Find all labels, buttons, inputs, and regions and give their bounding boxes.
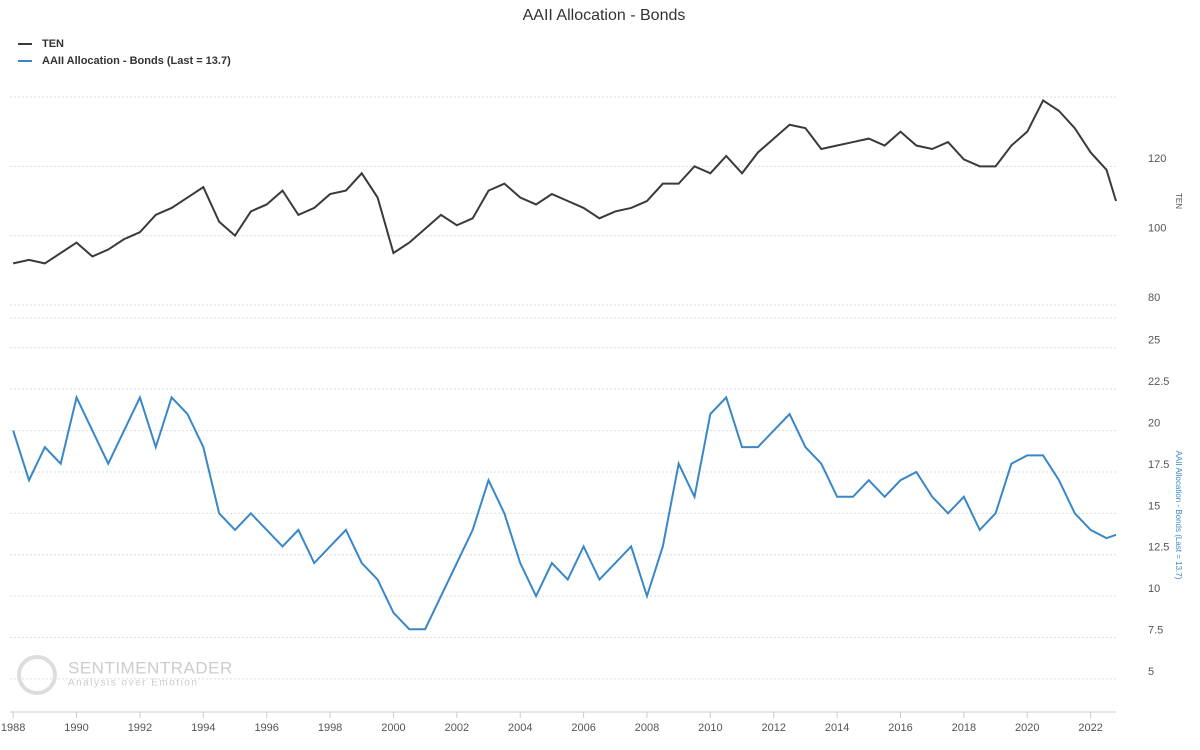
y-tick-label: 100: [1148, 223, 1166, 235]
x-tick-label: 1994: [191, 722, 215, 734]
series-line: [12, 99, 1117, 265]
x-tick-label: 2022: [1078, 722, 1102, 734]
x-tick-label: 1990: [64, 722, 88, 734]
y-tick-label: 20: [1148, 417, 1160, 429]
x-tick-label: 1988: [1, 722, 25, 734]
x-tick-label: 2002: [445, 722, 469, 734]
x-tick-label: 1992: [128, 722, 152, 734]
y-tick-label: 7.5: [1148, 624, 1163, 636]
y-tick-label: 25: [1148, 335, 1160, 347]
x-tick-label: 2012: [761, 722, 785, 734]
series-line: [12, 394, 1117, 631]
axis-label: AAII Allocation - Bonds (Last = 13.7): [1174, 451, 1183, 580]
x-tick-label: 2010: [698, 722, 722, 734]
x-tick-label: 2006: [571, 722, 595, 734]
x-tick-label: 2020: [1015, 722, 1039, 734]
watermark: SENTIMENTRADER: [68, 658, 233, 677]
axis-label: TEN: [1174, 193, 1183, 209]
legend-label: TEN: [42, 38, 64, 50]
y-tick-label: 5: [1148, 666, 1154, 678]
y-tick-label: 17.5: [1148, 459, 1169, 471]
y-tick-label: 80: [1148, 292, 1160, 304]
x-tick-label: 2008: [635, 722, 659, 734]
x-tick-label: 1996: [254, 722, 278, 734]
x-tick-label: 2014: [825, 722, 849, 734]
y-tick-label: 10: [1148, 583, 1160, 595]
x-tick-label: 1998: [318, 722, 342, 734]
watermark-logo: [17, 655, 57, 695]
y-tick-label: 12.5: [1148, 542, 1169, 554]
legend-label: AAII Allocation - Bonds (Last = 13.7): [42, 55, 231, 67]
watermark-sub: Analysis over Emotion: [68, 678, 198, 689]
x-tick-label: 2000: [381, 722, 405, 734]
x-tick-label: 2004: [508, 722, 532, 734]
y-tick-label: 22.5: [1148, 376, 1169, 388]
x-tick-label: 2016: [888, 722, 912, 734]
chart-title: AAII Allocation - Bonds: [523, 7, 686, 24]
y-tick-label: 120: [1148, 153, 1166, 165]
y-tick-label: 15: [1148, 500, 1160, 512]
x-tick-label: 2018: [952, 722, 976, 734]
